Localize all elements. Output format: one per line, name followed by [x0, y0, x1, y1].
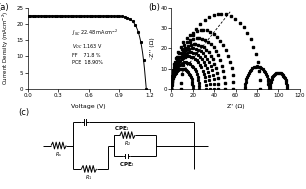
Text: (b): (b) [148, 3, 160, 12]
Text: CPE$_1$: CPE$_1$ [114, 124, 130, 133]
Text: (a): (a) [0, 3, 9, 12]
Text: $R_2$: $R_2$ [124, 139, 131, 148]
Text: $R_s$: $R_s$ [55, 150, 62, 159]
X-axis label: Voltage (V): Voltage (V) [71, 104, 106, 108]
Text: CPE$_2$: CPE$_2$ [119, 160, 135, 169]
Text: $J_{SC}$ 22.48 mAcm$^{-2}$
$V_{OC}$ 1.163 V
FF    71.8 %
PCE  18.90%: $J_{SC}$ 22.48 mAcm$^{-2}$ $V_{OC}$ 1.16… [72, 28, 118, 65]
Y-axis label: -Z'' (Ω): -Z'' (Ω) [150, 37, 155, 59]
Y-axis label: Current Density (mAcm$^{-2}$): Current Density (mAcm$^{-2}$) [1, 11, 11, 85]
Text: $R_1$: $R_1$ [85, 173, 93, 182]
X-axis label: Z' (Ω): Z' (Ω) [227, 104, 244, 108]
Text: (c): (c) [18, 108, 29, 117]
